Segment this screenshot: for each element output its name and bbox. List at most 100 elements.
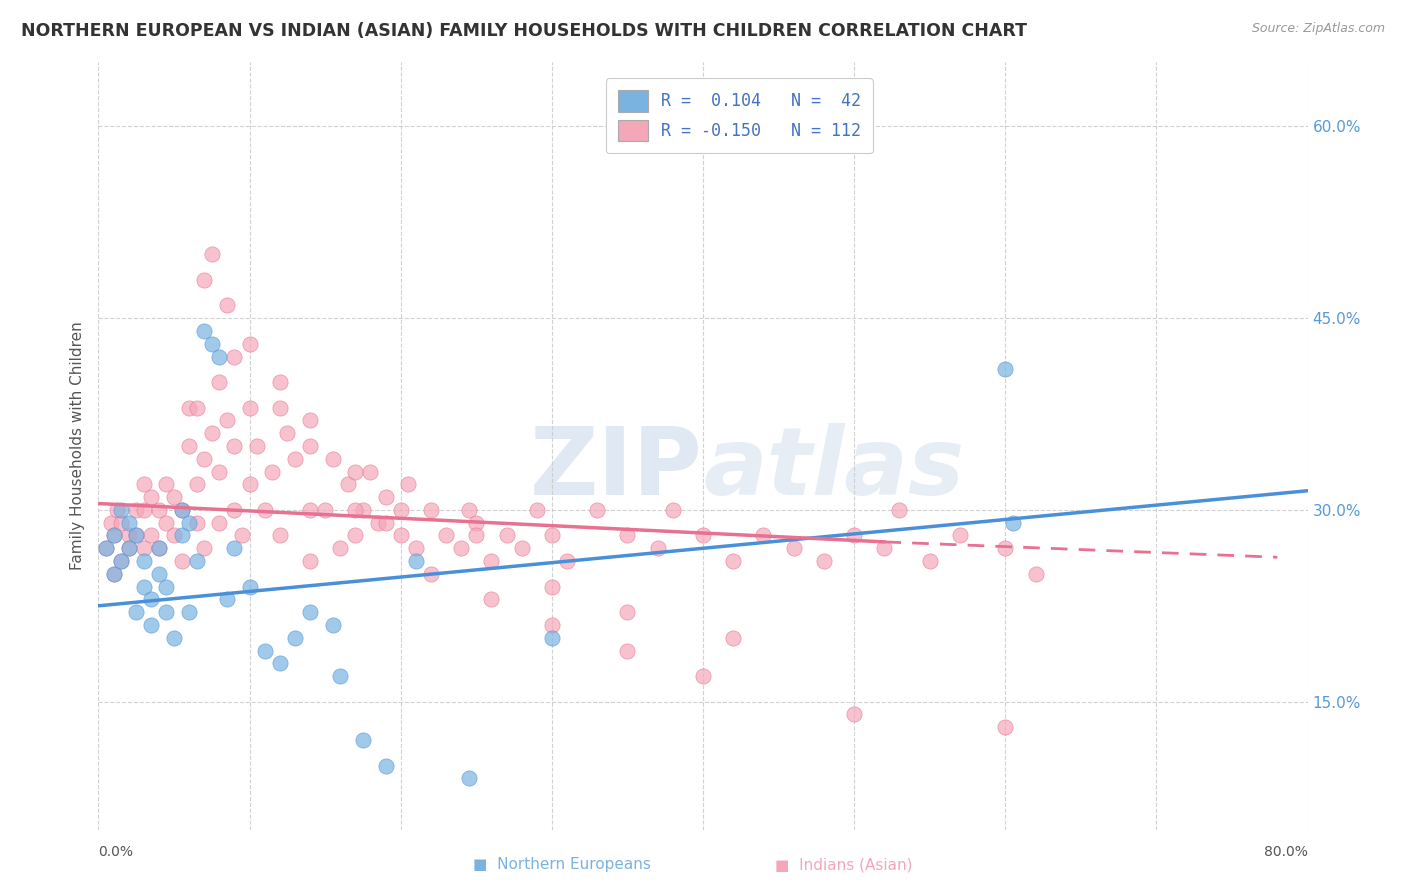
Point bbox=[201, 336, 224, 351]
Point bbox=[994, 362, 1017, 376]
Point bbox=[208, 465, 231, 479]
Point bbox=[586, 503, 609, 517]
Point bbox=[344, 465, 367, 479]
Point bbox=[179, 439, 201, 453]
Point bbox=[186, 401, 208, 415]
Point bbox=[179, 605, 201, 619]
Point bbox=[201, 426, 224, 441]
Point bbox=[103, 566, 125, 581]
Point bbox=[163, 490, 186, 504]
Point bbox=[434, 528, 457, 542]
Point bbox=[616, 528, 638, 542]
Point bbox=[299, 605, 322, 619]
Point bbox=[723, 631, 745, 645]
Point bbox=[193, 324, 215, 338]
Point bbox=[186, 477, 208, 491]
Point bbox=[269, 528, 291, 542]
Point bbox=[110, 516, 132, 530]
Point bbox=[118, 541, 141, 556]
Point bbox=[329, 541, 352, 556]
Point bbox=[389, 528, 412, 542]
Point bbox=[526, 503, 548, 517]
Point bbox=[155, 605, 177, 619]
Point bbox=[224, 439, 246, 453]
Point bbox=[253, 503, 276, 517]
Point bbox=[125, 528, 148, 542]
Point bbox=[231, 528, 253, 542]
Text: 80.0%: 80.0% bbox=[1264, 845, 1308, 859]
Point bbox=[405, 541, 427, 556]
Point bbox=[215, 592, 238, 607]
Point bbox=[208, 375, 231, 389]
Point bbox=[148, 541, 170, 556]
Point bbox=[405, 554, 427, 568]
Point bbox=[540, 631, 562, 645]
Point bbox=[193, 541, 215, 556]
Point bbox=[465, 516, 488, 530]
Point bbox=[374, 490, 396, 504]
Point bbox=[918, 554, 941, 568]
Point bbox=[360, 465, 382, 479]
Point bbox=[994, 541, 1017, 556]
Point bbox=[118, 516, 141, 530]
Point bbox=[389, 503, 412, 517]
Point bbox=[110, 503, 132, 517]
Point bbox=[103, 528, 125, 542]
Point bbox=[94, 541, 117, 556]
Point bbox=[141, 528, 163, 542]
Point bbox=[224, 541, 246, 556]
Legend: R =  0.104   N =  42, R = -0.150   N = 112: R = 0.104 N = 42, R = -0.150 N = 112 bbox=[606, 78, 873, 153]
Point bbox=[179, 401, 201, 415]
Point bbox=[299, 439, 322, 453]
Point bbox=[155, 516, 177, 530]
Text: ■  Indians (Asian): ■ Indians (Asian) bbox=[775, 857, 912, 872]
Point bbox=[352, 503, 374, 517]
Point bbox=[186, 516, 208, 530]
Point bbox=[299, 503, 322, 517]
Point bbox=[193, 273, 215, 287]
Point bbox=[723, 554, 745, 568]
Point bbox=[692, 528, 714, 542]
Text: Source: ZipAtlas.com: Source: ZipAtlas.com bbox=[1251, 22, 1385, 36]
Point bbox=[94, 541, 117, 556]
Point bbox=[495, 528, 517, 542]
Point bbox=[1024, 566, 1046, 581]
Point bbox=[170, 554, 193, 568]
Point bbox=[752, 528, 775, 542]
Point bbox=[510, 541, 533, 556]
Point bbox=[481, 554, 503, 568]
Point bbox=[844, 528, 866, 542]
Point bbox=[616, 605, 638, 619]
Point bbox=[844, 707, 866, 722]
Point bbox=[457, 772, 479, 786]
Point bbox=[208, 350, 231, 364]
Point bbox=[396, 477, 419, 491]
Point bbox=[155, 477, 177, 491]
Point bbox=[661, 503, 683, 517]
Point bbox=[170, 503, 193, 517]
Point bbox=[132, 580, 155, 594]
Point bbox=[299, 554, 322, 568]
Point bbox=[465, 528, 488, 542]
Point bbox=[132, 554, 155, 568]
Point bbox=[148, 566, 170, 581]
Point bbox=[420, 503, 443, 517]
Point bbox=[994, 720, 1017, 734]
Point bbox=[813, 554, 835, 568]
Point bbox=[450, 541, 472, 556]
Point bbox=[949, 528, 972, 542]
Point bbox=[125, 605, 148, 619]
Point bbox=[163, 528, 186, 542]
Point bbox=[367, 516, 389, 530]
Text: NORTHERN EUROPEAN VS INDIAN (ASIAN) FAMILY HOUSEHOLDS WITH CHILDREN CORRELATION : NORTHERN EUROPEAN VS INDIAN (ASIAN) FAMI… bbox=[21, 22, 1028, 40]
Point bbox=[352, 733, 374, 747]
Point bbox=[132, 477, 155, 491]
Point bbox=[253, 643, 276, 657]
Point bbox=[125, 528, 148, 542]
Point bbox=[105, 503, 128, 517]
Point bbox=[215, 413, 238, 427]
Point bbox=[186, 554, 208, 568]
Point bbox=[110, 554, 132, 568]
Point bbox=[239, 401, 262, 415]
Point bbox=[262, 465, 284, 479]
